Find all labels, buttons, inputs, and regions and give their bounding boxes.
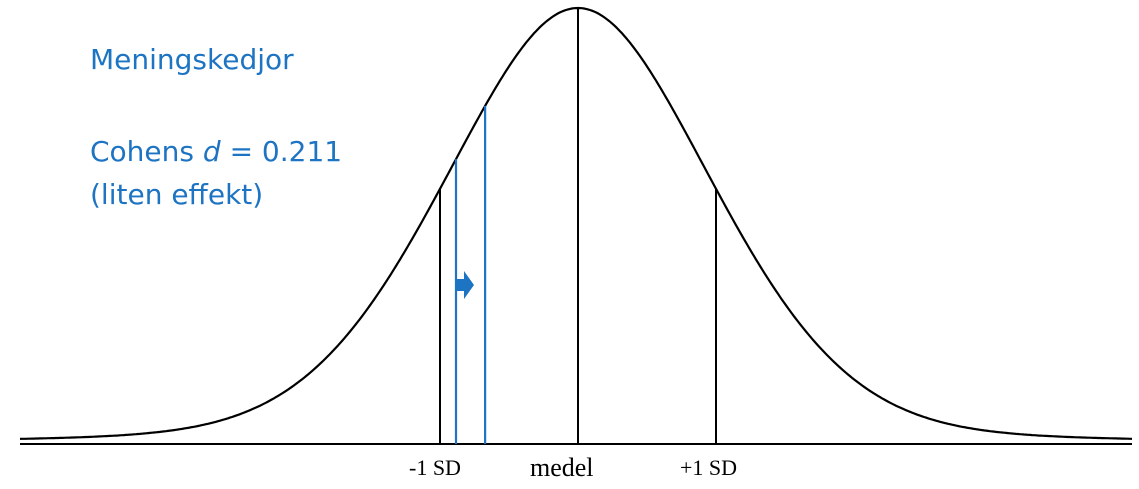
plus-1sd-label: +1 SD [680,455,738,480]
minus-1sd-label: -1 SD [409,455,461,480]
effect-value: = 0.211 [220,135,343,168]
effect-size-text: Cohens d = 0.211 [90,135,342,169]
mean-label: medel [530,453,594,482]
effect-prefix: Cohens [90,135,203,168]
variable-title: Meningskedjor [90,43,294,76]
bell-curve [19,6,1132,440]
effect-interpretation: (liten effekt) [90,178,264,211]
effect-symbol: d [202,135,221,168]
shift-arrow-icon [456,271,474,299]
